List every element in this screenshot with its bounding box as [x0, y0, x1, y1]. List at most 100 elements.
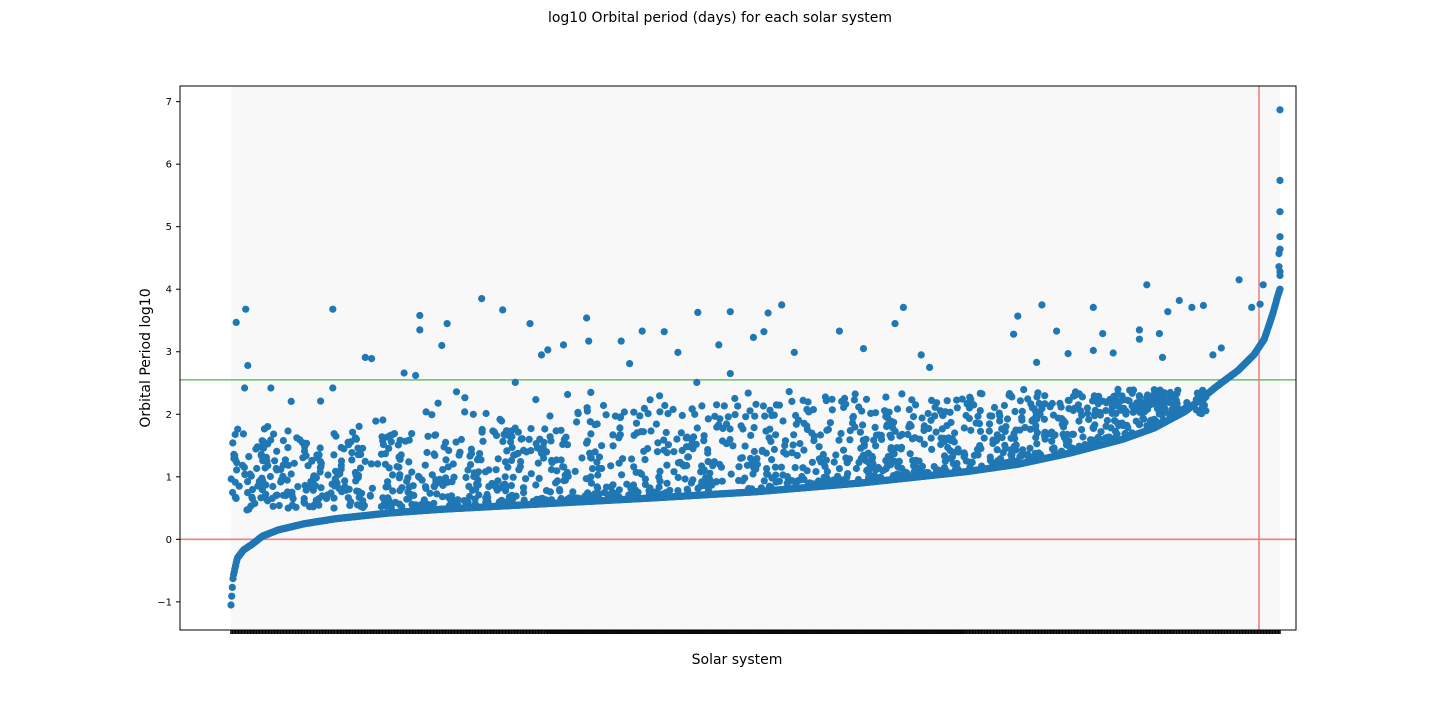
planet-point: [411, 501, 420, 509]
planet-point: [898, 464, 906, 472]
planet-point: [308, 457, 316, 465]
planet-point: [669, 405, 677, 413]
planet-point: [421, 483, 430, 491]
planet-point: [966, 393, 974, 401]
planet-point: [353, 487, 361, 495]
planet-point: [760, 477, 768, 485]
outlier-point: [1089, 303, 1097, 311]
planet-point: [1103, 416, 1111, 425]
outlier-point: [416, 326, 424, 334]
planet-point: [1102, 407, 1110, 415]
planet-point: [821, 393, 830, 401]
planet-point: [1065, 405, 1073, 413]
planet-point: [257, 452, 265, 460]
planet-point: [893, 405, 902, 413]
planet-point: [387, 438, 395, 446]
planet-point: [670, 468, 678, 476]
y-tick-label: 6: [166, 160, 172, 171]
outlier-point: [559, 341, 568, 349]
outlier-point: [400, 369, 408, 377]
planet-point: [950, 438, 958, 446]
planet-point: [837, 429, 845, 438]
planet-point: [715, 421, 723, 429]
planet-point: [245, 453, 253, 461]
planet-point: [408, 468, 416, 476]
planet-point: [527, 470, 535, 478]
outlier-point: [726, 308, 734, 316]
planet-point: [301, 499, 309, 507]
planet-point: [447, 499, 455, 507]
planet-point: [578, 454, 586, 462]
planet-point: [461, 408, 469, 416]
outlier-point: [1217, 344, 1225, 352]
planet-point: [697, 482, 705, 490]
planet-point: [868, 452, 876, 460]
planet-point: [1091, 406, 1099, 414]
planet-point: [1107, 424, 1115, 432]
planet-point: [771, 463, 780, 471]
planet-point: [628, 488, 637, 496]
planet-point: [366, 491, 374, 499]
planet-point: [958, 395, 966, 403]
planet-point: [388, 431, 396, 439]
planet-point: [368, 484, 376, 492]
planet-point: [759, 402, 768, 410]
planet-point: [930, 463, 938, 471]
planet-point: [345, 441, 353, 449]
planet-point: [233, 466, 241, 474]
min-period-point: [1276, 285, 1284, 293]
planet-point: [1026, 444, 1034, 452]
planet-point: [444, 478, 452, 486]
planet-point: [706, 469, 714, 477]
planet-point: [681, 475, 689, 483]
planet-point: [1125, 397, 1133, 405]
planet-point: [691, 410, 699, 418]
planet-point: [793, 451, 801, 460]
planet-point: [230, 454, 238, 462]
outlier-point: [587, 388, 595, 396]
planet-point: [928, 445, 936, 453]
planet-point: [418, 476, 426, 484]
planet-point: [1040, 415, 1048, 423]
planet-point: [591, 421, 599, 429]
outlier-point: [232, 318, 240, 326]
planet-point: [639, 428, 648, 436]
planet-point: [591, 448, 599, 456]
planet-point: [1018, 449, 1026, 458]
planet-point: [704, 458, 712, 466]
planet-point: [1041, 400, 1049, 408]
outlier-point: [329, 384, 337, 392]
planet-point: [882, 412, 890, 421]
outlier-point: [583, 314, 591, 322]
outlier-point: [693, 378, 701, 386]
planet-point: [663, 461, 671, 469]
planet-point: [927, 434, 935, 442]
planet-point: [700, 437, 708, 445]
planet-point: [541, 425, 549, 433]
extreme-point: [1276, 176, 1284, 184]
outlier-point: [859, 345, 868, 353]
planet-point: [864, 458, 872, 466]
y-axis-ticks: −1 0 1 2 3 4 5 6 7: [157, 97, 180, 608]
planet-point: [1133, 400, 1141, 408]
planet-point: [788, 397, 796, 405]
planet-point: [302, 486, 310, 494]
planet-point: [1041, 392, 1049, 400]
planet-point: [770, 411, 778, 419]
planet-point: [780, 448, 788, 456]
x-axis-ticks: [230, 630, 1281, 634]
planet-point: [536, 435, 544, 443]
planet-point: [781, 437, 790, 445]
outlier-point: [443, 320, 451, 328]
planet-point: [1051, 431, 1059, 439]
planet-point: [381, 450, 389, 458]
planet-point: [527, 425, 535, 433]
planet-point: [405, 483, 413, 491]
planet-point: [312, 474, 320, 482]
planet-point: [430, 450, 438, 458]
planet-point: [966, 458, 974, 466]
planet-point: [395, 474, 403, 482]
planet-point: [851, 390, 859, 398]
planet-point: [940, 452, 949, 460]
planet-point: [574, 408, 582, 416]
